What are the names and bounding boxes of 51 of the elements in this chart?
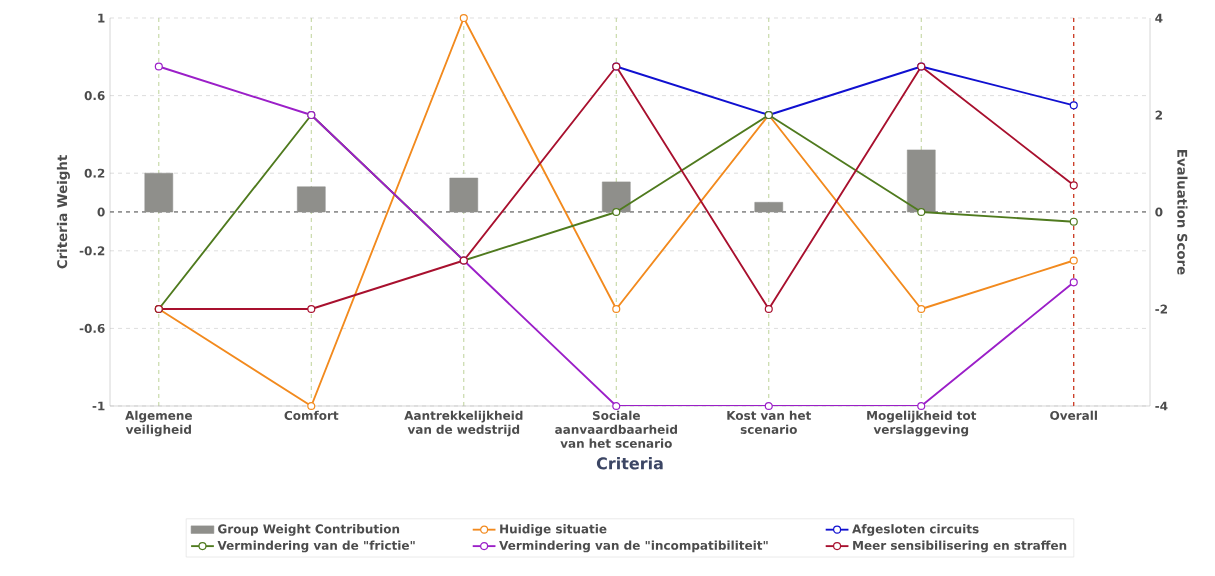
x-tick-label: Sociale aanvaardbaarheid van het scenario: [555, 410, 677, 448]
y-tick-label: 0.2: [84, 168, 105, 178]
legend-label: Group Weight Contribution: [218, 524, 400, 536]
point: [917, 207, 926, 217]
legend-label: Huidige situatie: [500, 524, 607, 536]
y2-tick-label: -2: [1155, 304, 1168, 314]
x-tick-label: Mogelijkheid tot verslaggeving: [867, 410, 977, 437]
x-tick-label: Aantrekkelijkheid van de wedstrijd: [404, 410, 523, 437]
point: [1069, 278, 1078, 287]
legend-label: Afgesloten circuits: [852, 524, 979, 536]
x-tick-label: Algemene veiligheid: [125, 410, 192, 437]
point: [154, 62, 163, 71]
bar: [754, 202, 784, 213]
bar: [449, 177, 479, 213]
point: [1069, 181, 1078, 190]
y-tick-label: 0.6: [84, 91, 105, 101]
point: [764, 401, 773, 411]
legend-label: Vermindering van de "incompatibiliteit": [499, 540, 768, 553]
point: [612, 207, 621, 217]
bar: [144, 172, 174, 213]
point: [917, 401, 926, 411]
y-tick-label: -0.6: [79, 323, 105, 333]
point: [1069, 256, 1078, 265]
point: [1069, 217, 1078, 226]
x-tick-label: Comfort: [284, 410, 339, 420]
y-tick-label: -0.2: [79, 246, 105, 256]
bar: [602, 181, 631, 213]
point: [612, 304, 621, 314]
point: [764, 304, 773, 314]
y2-tick-label: 2: [1155, 110, 1163, 120]
legend-label: Vermindering van de "frictie": [217, 540, 415, 553]
x-axis-title: Criteria: [596, 457, 663, 470]
point: [307, 401, 316, 411]
y2-tick-label: 0: [1155, 207, 1163, 217]
y2-tick-label: 4: [1155, 13, 1163, 23]
point: [612, 401, 621, 411]
y-axis-title: Criteria Weight: [56, 155, 70, 269]
y-tick-label: -1: [92, 401, 105, 411]
point: [1069, 101, 1078, 110]
bar: [906, 149, 936, 213]
y2-axis-title: Evaluation Score: [1177, 150, 1188, 275]
x-tick-label: Kost van het scenario: [727, 410, 812, 434]
legend-label: Meer sensibilisering en straffen: [853, 540, 1067, 553]
y2-tick-label: -4: [1155, 401, 1168, 411]
point: [459, 13, 468, 23]
point: [307, 304, 316, 314]
y-tick-label: 0: [97, 207, 105, 217]
x-tick-label: Overall: [1050, 410, 1097, 420]
point: [917, 304, 926, 314]
bar: [297, 186, 326, 213]
y-tick-label: 1: [98, 13, 105, 23]
